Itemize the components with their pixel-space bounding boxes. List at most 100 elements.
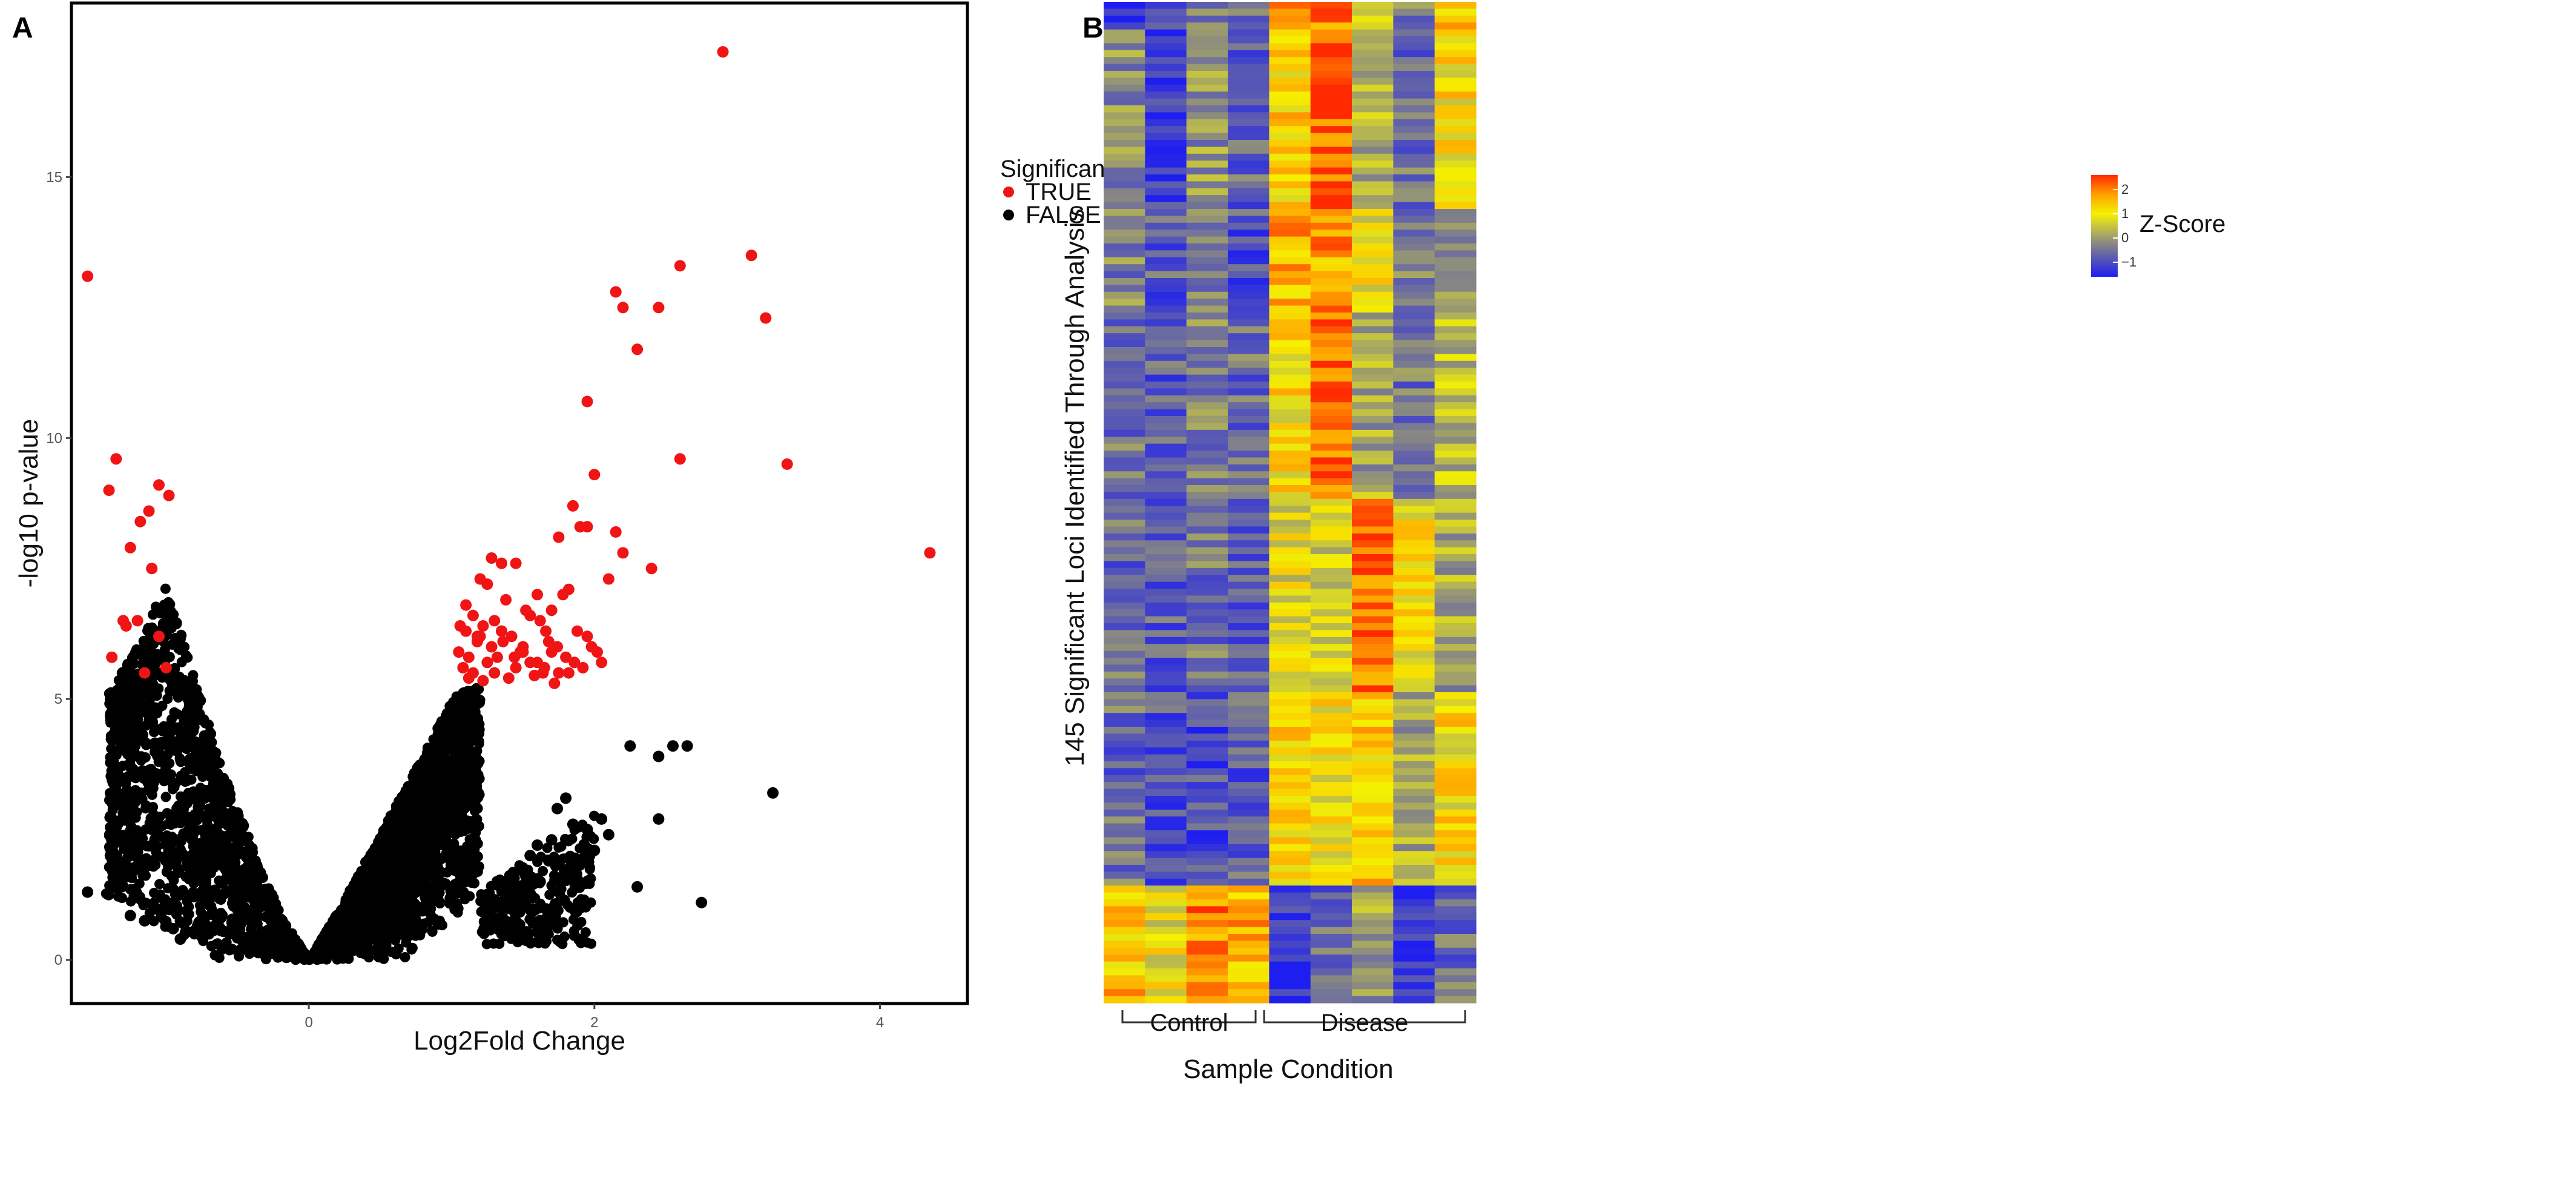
heatmap-cell [1352, 429, 1394, 437]
heatmap-cell [1393, 761, 1435, 769]
heatmap-cell [1104, 851, 1145, 859]
heatmap-cell [1104, 934, 1145, 941]
heatmap-cell [1145, 623, 1187, 630]
volcano-point-false [555, 889, 565, 900]
heatmap-cell [1352, 747, 1394, 755]
heatmap-cell [1228, 740, 1270, 748]
volcano-point-true [617, 547, 629, 559]
heatmap-cell [1310, 209, 1352, 216]
volcano-point-false [380, 899, 391, 910]
volcano-point-true [560, 651, 572, 663]
volcano-x-axis-label: Log2Fold Change [413, 1026, 625, 1056]
heatmap-cell [1228, 257, 1270, 265]
heatmap-cell [1269, 747, 1311, 755]
heatmap-cell [1310, 671, 1352, 679]
volcano-point-true [106, 651, 118, 663]
volcano-point-false [401, 871, 412, 882]
heatmap-cell [1393, 498, 1435, 506]
heatmap-cell [1269, 429, 1311, 437]
volcano-point-true [143, 505, 155, 517]
heatmap-cell [1145, 57, 1187, 65]
heatmap-cell [1186, 360, 1228, 368]
heatmap-cell [1104, 299, 1145, 306]
heatmap-cell [1310, 533, 1352, 541]
heatmap-cell [1228, 727, 1270, 734]
heatmap-cell [1269, 195, 1311, 203]
heatmap-cell [1228, 616, 1270, 624]
heatmap-cell [1352, 216, 1394, 223]
volcano-point-true [577, 662, 589, 673]
volcano-point-false [140, 898, 151, 908]
heatmap-cell [1228, 719, 1270, 727]
heatmap-cell [1310, 464, 1352, 472]
heatmap-cell [1228, 112, 1270, 120]
volcano-point-false [435, 722, 446, 733]
heatmap-cell [1434, 906, 1477, 914]
heatmap-cell [1145, 561, 1187, 569]
heatmap-cell [1352, 443, 1394, 451]
heatmap-cell [1393, 692, 1435, 700]
volcano-point-true [717, 46, 729, 58]
heatmap-cell [1269, 802, 1311, 810]
heatmap-cell [1393, 153, 1435, 161]
heatmap-cell [1145, 547, 1187, 555]
volcano-point-true [520, 604, 532, 617]
heatmap-cell [1352, 761, 1394, 769]
heatmap-cell [1228, 153, 1270, 161]
volcano-point-false [226, 944, 237, 954]
heatmap-cell [1310, 91, 1352, 99]
heatmap-cell [1104, 775, 1145, 782]
heatmap-cell [1104, 872, 1145, 879]
heatmap-cell [1434, 84, 1477, 92]
volcano-point-false [482, 919, 493, 930]
heatmap-cell [1310, 837, 1352, 845]
heatmap-cell [1104, 533, 1145, 541]
heatmap-cell [1310, 927, 1352, 934]
volcano-point-true [532, 657, 543, 669]
heatmap-cell [1434, 153, 1477, 161]
heatmap-cell [1145, 319, 1187, 327]
heatmap-cell [1434, 36, 1477, 44]
heatmap-cell [1145, 740, 1187, 748]
heatmap-cell [1104, 167, 1145, 175]
volcano-point-false [143, 841, 154, 852]
heatmap-cell [1145, 174, 1187, 182]
heatmap-cell [1104, 195, 1145, 203]
heatmap-cell [1393, 250, 1435, 258]
heatmap-cell [1393, 291, 1435, 299]
volcano-point-false [553, 842, 564, 853]
volcano-point-true [567, 500, 579, 512]
volcano-point-false [429, 913, 440, 924]
heatmap-cell [1269, 872, 1311, 879]
heatmap-cell [1434, 485, 1477, 492]
volcano-point-false [553, 905, 564, 916]
heatmap-cell [1228, 202, 1270, 210]
volcano-point-false [223, 885, 234, 896]
heatmap-cell [1310, 278, 1352, 285]
heatmap-cell [1145, 71, 1187, 78]
heatmap-cell [1186, 913, 1228, 921]
heatmap-cell [1228, 416, 1270, 423]
volcano-point-false [235, 827, 246, 838]
heatmap-cell [1393, 382, 1435, 389]
volcano-point-false [160, 855, 171, 866]
volcano-point-false [575, 855, 585, 865]
volcano-point-false [414, 918, 425, 929]
heatmap-cell [1104, 153, 1145, 161]
heatmap-cell [1310, 257, 1352, 265]
volcano-point-false [199, 756, 209, 767]
volcano-point-false [524, 850, 536, 862]
heatmap-cell [1393, 340, 1435, 348]
heatmap-cell [1393, 264, 1435, 272]
volcano-point-false [474, 773, 485, 784]
heatmap-cell [1145, 250, 1187, 258]
heatmap-cell [1186, 160, 1228, 168]
heatmap-cell [1104, 160, 1145, 168]
heatmap-cell [1228, 181, 1270, 189]
heatmap-cell [1434, 913, 1477, 921]
heatmap-cell [1269, 533, 1311, 541]
heatmap-cell [1352, 388, 1394, 396]
heatmap-cell [1434, 464, 1477, 472]
heatmap-cell [1269, 354, 1311, 362]
heatmap-cell [1228, 167, 1270, 175]
